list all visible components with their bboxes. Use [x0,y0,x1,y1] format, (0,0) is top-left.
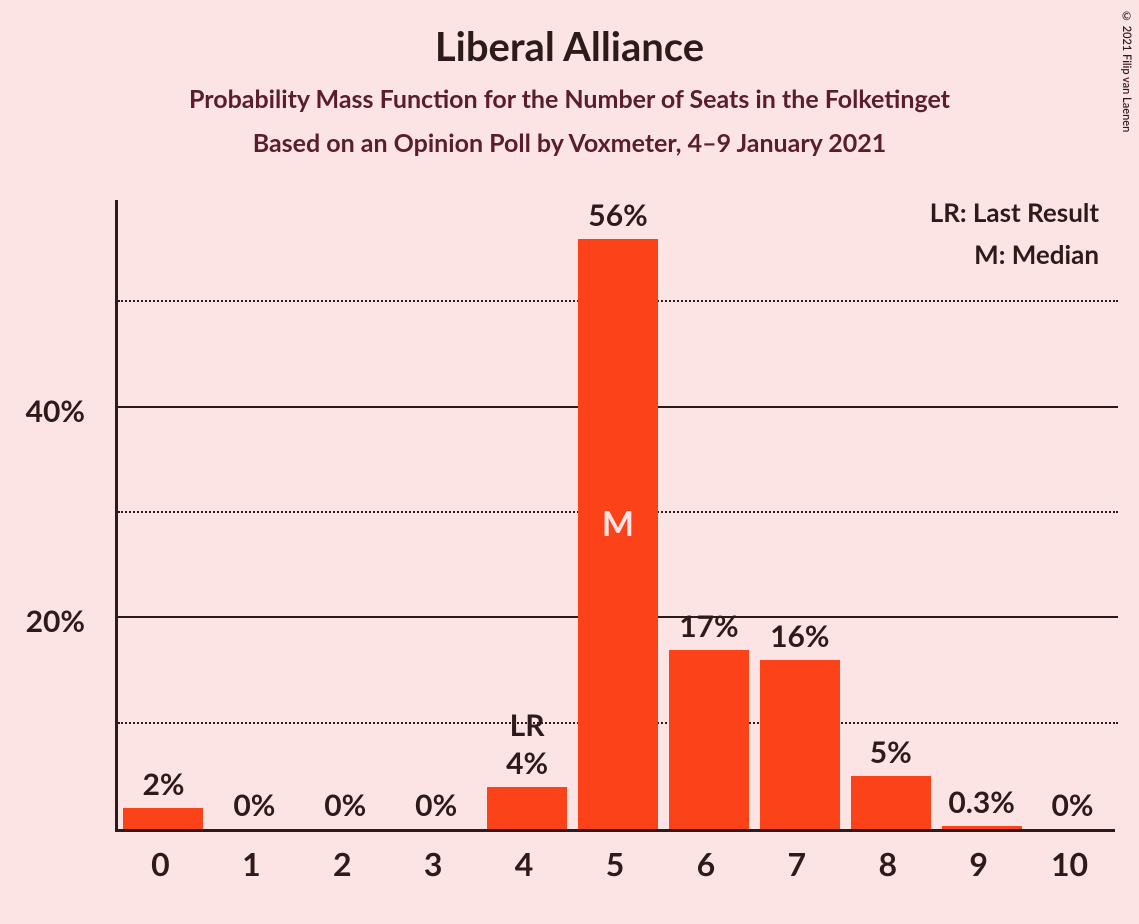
legend-m: M: Median [930,234,1099,276]
bar-value-label: 4% [506,745,548,781]
y-axis-label: 40% [0,393,85,429]
x-axis-label: 7 [788,844,807,883]
bar-marker-lr: LR [510,707,545,743]
bar [760,660,840,829]
bar-value-label: 17% [679,608,738,644]
bar [669,650,749,829]
bar-value-label: 2% [142,766,184,802]
x-axis-label: 1 [242,844,261,883]
x-axis-label: 5 [606,844,625,883]
bar [487,787,567,829]
bar-value-label: 0.3% [948,784,1015,820]
legend-lr: LR: Last Result [930,192,1099,234]
chart-title: Liberal Alliance [0,0,1139,70]
chart-subtitle-1: Probability Mass Function for the Number… [0,84,1139,114]
y-axis-label: 20% [0,603,85,639]
bar-value-label: 0% [233,787,275,823]
bar-value-label: 0% [1052,787,1094,823]
x-axis-label: 8 [878,844,897,883]
bar-marker-m: M [602,503,634,544]
bar-value-label: 5% [870,734,912,770]
x-axis-label: 9 [969,844,988,883]
bar [942,826,1022,829]
x-axis-label: 10 [1051,844,1088,883]
bar-value-label: 0% [415,787,457,823]
bar [123,808,203,829]
x-axis-label: 2 [333,844,352,883]
x-axis-label: 3 [424,844,443,883]
legend: LR: Last Result M: Median [930,192,1099,275]
bar [851,776,931,829]
bar-value-label: 16% [770,618,829,654]
x-axis-label: 0 [151,844,170,883]
chart-subtitle-2: Based on an Opinion Poll by Voxmeter, 4–… [0,128,1139,158]
x-axis-label: 4 [515,844,534,883]
copyright-text: © 2021 Filip van Laenen [1120,10,1133,132]
x-axis-label: 6 [697,844,716,883]
chart-area: 2%0%0%0%4%LR56%M17%16%5%0.3%0% LR: Last … [115,200,1115,832]
bar-value-label: 56% [588,197,647,233]
plot-region: 2% 0% 0% 0% 4%LR 56% M 17% 16% 5% 0.3% 0% [115,200,1115,832]
bar-value-label: 0% [324,787,366,823]
